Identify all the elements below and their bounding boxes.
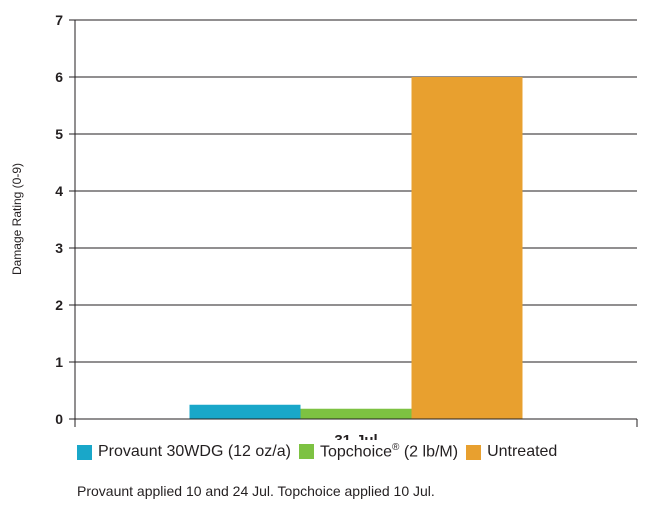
grid-lines <box>75 19 637 363</box>
legend-swatch <box>298 444 314 460</box>
chart: 0 1 2 3 4 5 6 7 31-Jul Damage Rating (0-9) <box>10 12 638 440</box>
legend: Provaunt 30WDG (12 oz/a) Topchoice® (2 l… <box>77 441 565 463</box>
y-tick-labels: 0 1 2 3 4 5 6 7 <box>55 12 63 427</box>
bar-untreated <box>411 77 523 419</box>
legend-item-provaunt: Provaunt 30WDG (12 oz/a) <box>77 443 291 461</box>
bar-provaunt <box>189 404 301 419</box>
bar-topchoice <box>300 408 412 419</box>
y-tick-label: 7 <box>55 12 63 28</box>
legend-label: Provaunt 30WDG (12 oz/a) <box>98 443 291 460</box>
x-category-label: 31-Jul <box>334 432 377 440</box>
y-tick-label: 1 <box>55 354 63 370</box>
y-tick-label: 5 <box>55 126 63 142</box>
y-tick-label: 0 <box>55 411 63 427</box>
footnote: Provaunt applied 10 and 24 Jul. Topchoic… <box>77 483 435 499</box>
legend-label: Topchoice® (2 lb/M) <box>319 442 459 461</box>
legend-swatch <box>466 444 482 460</box>
y-tick-label: 2 <box>55 297 63 313</box>
y-axis-label: Damage Rating (0-9) <box>10 163 24 275</box>
x-category-labels: 31-Jul <box>334 432 377 440</box>
legend-label: Untreated <box>487 443 558 460</box>
bars <box>189 77 523 419</box>
axes <box>69 19 638 427</box>
y-tick-label: 6 <box>55 69 63 85</box>
y-tick-label: 3 <box>55 240 63 256</box>
legend-swatch <box>77 444 92 460</box>
legend-item-untreated: Untreated <box>466 443 557 461</box>
legend-item-topchoice: Topchoice® (2 lb/M) <box>298 442 459 461</box>
y-tick-label: 4 <box>55 183 63 199</box>
